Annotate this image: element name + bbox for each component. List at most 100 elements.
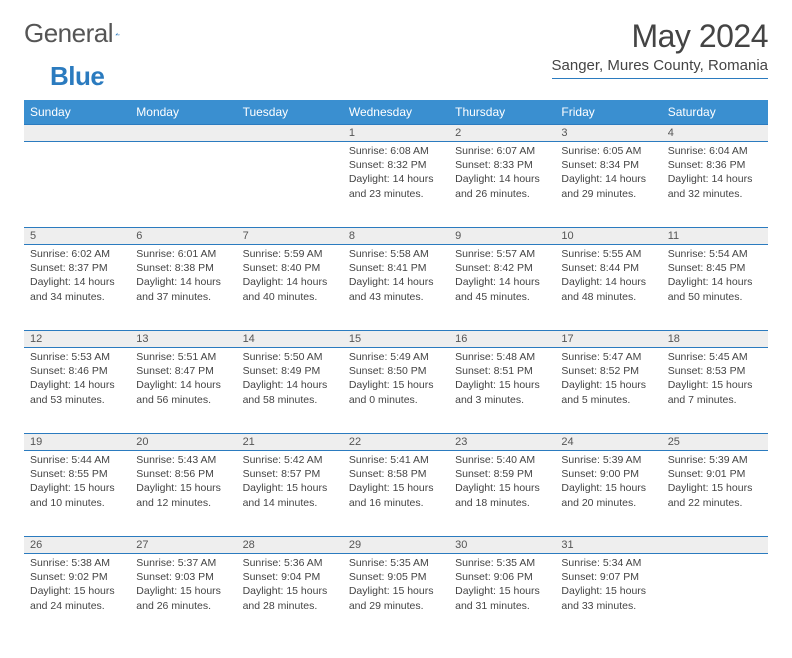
brand-logo: General [24, 18, 143, 49]
day-number-cell [24, 125, 130, 142]
day-content-cell: Sunrise: 5:35 AMSunset: 9:05 PMDaylight:… [343, 554, 449, 640]
day-number-cell: 29 [343, 537, 449, 554]
day-content-cell [24, 142, 130, 228]
day-content-cell: Sunrise: 5:55 AMSunset: 8:44 PMDaylight:… [555, 245, 661, 331]
day-details: Sunrise: 6:05 AMSunset: 8:34 PMDaylight:… [555, 142, 661, 205]
weekday-header: Tuesday [237, 100, 343, 125]
day-number-cell: 23 [449, 434, 555, 451]
day-number-cell: 30 [449, 537, 555, 554]
weekday-header: Thursday [449, 100, 555, 125]
day-details: Sunrise: 5:45 AMSunset: 8:53 PMDaylight:… [662, 348, 768, 411]
day-content-cell: Sunrise: 5:58 AMSunset: 8:41 PMDaylight:… [343, 245, 449, 331]
day-number-cell: 8 [343, 228, 449, 245]
day-number-row: 567891011 [24, 228, 768, 245]
day-number-cell: 13 [130, 331, 236, 348]
day-details: Sunrise: 5:43 AMSunset: 8:56 PMDaylight:… [130, 451, 236, 514]
day-content-cell: Sunrise: 5:36 AMSunset: 9:04 PMDaylight:… [237, 554, 343, 640]
day-number-row: 19202122232425 [24, 434, 768, 451]
day-details: Sunrise: 5:48 AMSunset: 8:51 PMDaylight:… [449, 348, 555, 411]
day-number-row: 12131415161718 [24, 331, 768, 348]
day-number-cell: 19 [24, 434, 130, 451]
day-details: Sunrise: 5:42 AMSunset: 8:57 PMDaylight:… [237, 451, 343, 514]
day-content-cell: Sunrise: 5:49 AMSunset: 8:50 PMDaylight:… [343, 348, 449, 434]
day-details: Sunrise: 5:49 AMSunset: 8:50 PMDaylight:… [343, 348, 449, 411]
brand-name-2: Blue [50, 61, 104, 91]
day-details: Sunrise: 5:37 AMSunset: 9:03 PMDaylight:… [130, 554, 236, 617]
day-details: Sunrise: 5:34 AMSunset: 9:07 PMDaylight:… [555, 554, 661, 617]
day-content-cell: Sunrise: 5:43 AMSunset: 8:56 PMDaylight:… [130, 451, 236, 537]
day-details: Sunrise: 5:59 AMSunset: 8:40 PMDaylight:… [237, 245, 343, 308]
day-content-cell: Sunrise: 5:50 AMSunset: 8:49 PMDaylight:… [237, 348, 343, 434]
weekday-header: Wednesday [343, 100, 449, 125]
day-number-cell: 14 [237, 331, 343, 348]
month-title: May 2024 [552, 18, 769, 55]
day-details: Sunrise: 6:01 AMSunset: 8:38 PMDaylight:… [130, 245, 236, 308]
day-number-cell: 4 [662, 125, 768, 142]
day-content-cell: Sunrise: 5:39 AMSunset: 9:00 PMDaylight:… [555, 451, 661, 537]
day-content-row: Sunrise: 5:44 AMSunset: 8:55 PMDaylight:… [24, 451, 768, 537]
day-number-cell: 9 [449, 228, 555, 245]
day-details: Sunrise: 5:57 AMSunset: 8:42 PMDaylight:… [449, 245, 555, 308]
weekday-header: Friday [555, 100, 661, 125]
day-number-cell: 20 [130, 434, 236, 451]
day-number-cell: 2 [449, 125, 555, 142]
day-number-cell: 27 [130, 537, 236, 554]
day-content-cell: Sunrise: 5:44 AMSunset: 8:55 PMDaylight:… [24, 451, 130, 537]
day-details: Sunrise: 5:40 AMSunset: 8:59 PMDaylight:… [449, 451, 555, 514]
day-number-cell: 18 [662, 331, 768, 348]
sail-icon [115, 25, 120, 43]
day-number-row: 262728293031 [24, 537, 768, 554]
day-content-cell: Sunrise: 5:39 AMSunset: 9:01 PMDaylight:… [662, 451, 768, 537]
day-number-cell: 22 [343, 434, 449, 451]
day-content-cell: Sunrise: 6:02 AMSunset: 8:37 PMDaylight:… [24, 245, 130, 331]
day-details: Sunrise: 5:35 AMSunset: 9:06 PMDaylight:… [449, 554, 555, 617]
day-number-cell: 5 [24, 228, 130, 245]
day-number-cell: 31 [555, 537, 661, 554]
day-content-cell: Sunrise: 6:01 AMSunset: 8:38 PMDaylight:… [130, 245, 236, 331]
day-details: Sunrise: 5:50 AMSunset: 8:49 PMDaylight:… [237, 348, 343, 411]
day-content-cell: Sunrise: 5:47 AMSunset: 8:52 PMDaylight:… [555, 348, 661, 434]
day-number-cell: 11 [662, 228, 768, 245]
title-block: May 2024 Sanger, Mures County, Romania [552, 18, 769, 79]
day-content-cell: Sunrise: 5:42 AMSunset: 8:57 PMDaylight:… [237, 451, 343, 537]
day-details: Sunrise: 5:38 AMSunset: 9:02 PMDaylight:… [24, 554, 130, 617]
day-number-cell [130, 125, 236, 142]
day-details: Sunrise: 5:54 AMSunset: 8:45 PMDaylight:… [662, 245, 768, 308]
day-number-cell [237, 125, 343, 142]
day-number-cell: 12 [24, 331, 130, 348]
day-number-cell: 3 [555, 125, 661, 142]
day-details: Sunrise: 6:07 AMSunset: 8:33 PMDaylight:… [449, 142, 555, 205]
weekday-header-row: SundayMondayTuesdayWednesdayThursdayFrid… [24, 100, 768, 125]
day-details: Sunrise: 5:58 AMSunset: 8:41 PMDaylight:… [343, 245, 449, 308]
day-details: Sunrise: 5:39 AMSunset: 9:00 PMDaylight:… [555, 451, 661, 514]
day-number-cell: 7 [237, 228, 343, 245]
day-details: Sunrise: 6:04 AMSunset: 8:36 PMDaylight:… [662, 142, 768, 205]
day-details: Sunrise: 6:02 AMSunset: 8:37 PMDaylight:… [24, 245, 130, 308]
day-content-row: Sunrise: 6:02 AMSunset: 8:37 PMDaylight:… [24, 245, 768, 331]
day-content-cell: Sunrise: 5:40 AMSunset: 8:59 PMDaylight:… [449, 451, 555, 537]
day-content-cell: Sunrise: 5:48 AMSunset: 8:51 PMDaylight:… [449, 348, 555, 434]
day-number-cell: 1 [343, 125, 449, 142]
day-content-row: Sunrise: 5:38 AMSunset: 9:02 PMDaylight:… [24, 554, 768, 640]
day-number-cell: 6 [130, 228, 236, 245]
day-content-cell: Sunrise: 5:53 AMSunset: 8:46 PMDaylight:… [24, 348, 130, 434]
day-content-cell: Sunrise: 5:51 AMSunset: 8:47 PMDaylight:… [130, 348, 236, 434]
day-number-cell: 17 [555, 331, 661, 348]
day-details: Sunrise: 5:39 AMSunset: 9:01 PMDaylight:… [662, 451, 768, 514]
weekday-header: Sunday [24, 100, 130, 125]
day-details: Sunrise: 5:44 AMSunset: 8:55 PMDaylight:… [24, 451, 130, 514]
day-details: Sunrise: 5:51 AMSunset: 8:47 PMDaylight:… [130, 348, 236, 411]
day-content-cell: Sunrise: 5:41 AMSunset: 8:58 PMDaylight:… [343, 451, 449, 537]
day-number-cell: 24 [555, 434, 661, 451]
day-number-cell: 21 [237, 434, 343, 451]
day-content-cell: Sunrise: 5:34 AMSunset: 9:07 PMDaylight:… [555, 554, 661, 640]
day-content-cell: Sunrise: 5:38 AMSunset: 9:02 PMDaylight:… [24, 554, 130, 640]
day-content-cell: Sunrise: 5:37 AMSunset: 9:03 PMDaylight:… [130, 554, 236, 640]
day-content-cell [130, 142, 236, 228]
day-details: Sunrise: 5:35 AMSunset: 9:05 PMDaylight:… [343, 554, 449, 617]
weekday-header: Monday [130, 100, 236, 125]
day-content-cell: Sunrise: 5:45 AMSunset: 8:53 PMDaylight:… [662, 348, 768, 434]
day-content-cell: Sunrise: 5:57 AMSunset: 8:42 PMDaylight:… [449, 245, 555, 331]
day-content-cell [237, 142, 343, 228]
brand-name-1: General [24, 18, 113, 49]
